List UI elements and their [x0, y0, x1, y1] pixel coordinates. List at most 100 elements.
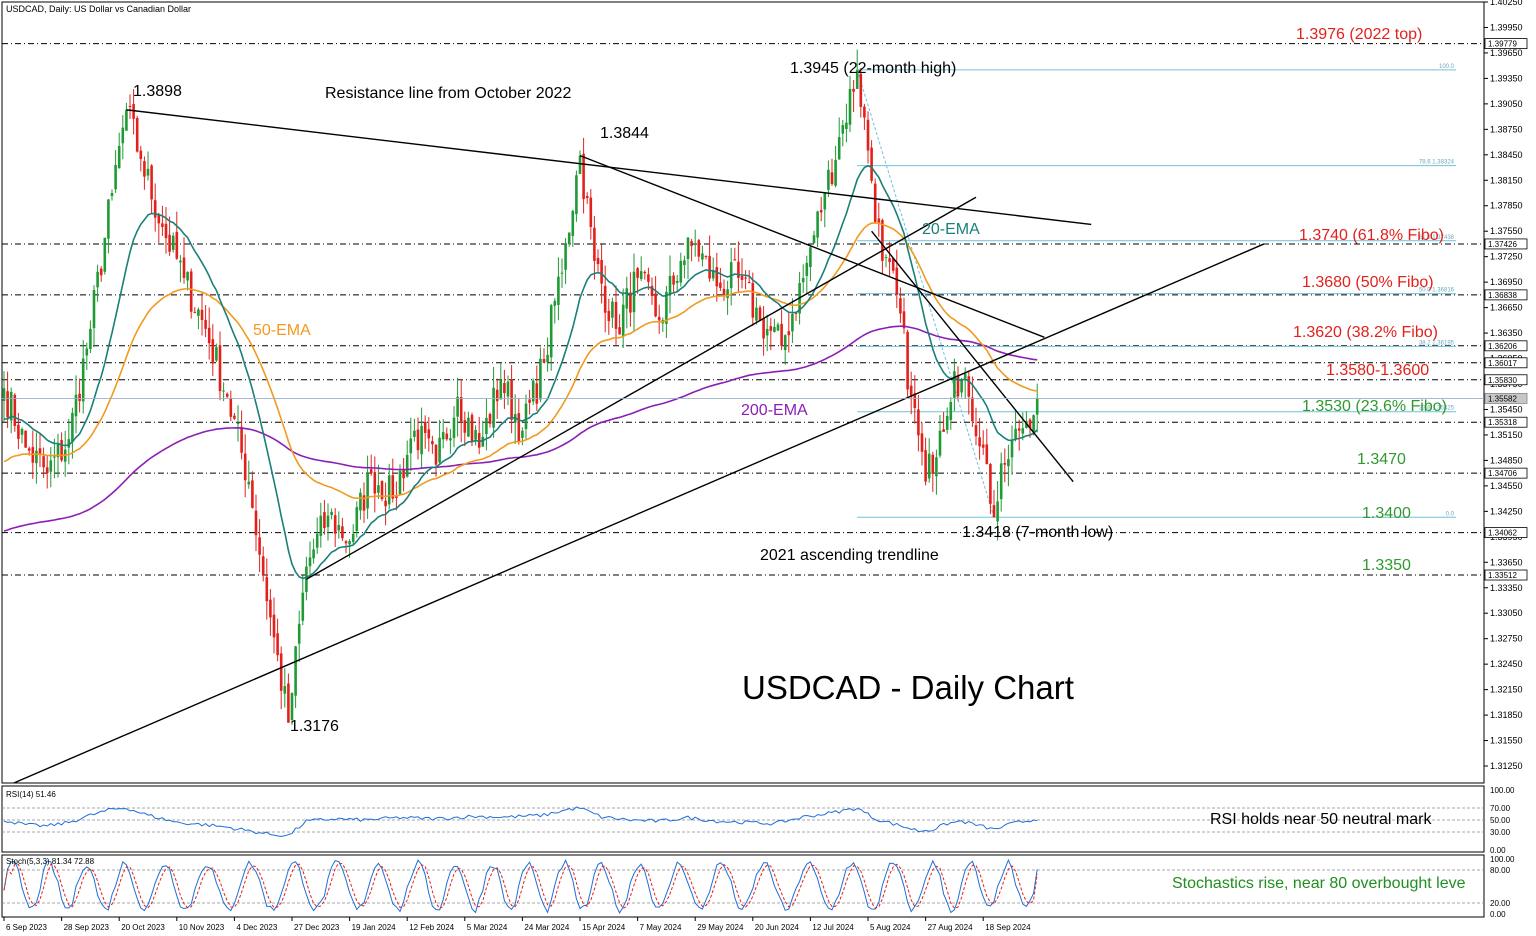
current-price-tag: [1484, 393, 1528, 404]
level-axis-tag: [1484, 416, 1528, 428]
candle-body: [668, 276, 672, 295]
candle-body: [128, 105, 132, 107]
price-tick-label: 1.39950: [1490, 22, 1523, 32]
candle-body: [996, 501, 999, 522]
candle-body: [747, 281, 751, 284]
candle-body: [434, 444, 438, 465]
price-tick-label: 1.31250: [1490, 761, 1523, 771]
candle-body: [945, 415, 949, 430]
candle-body: [341, 526, 344, 539]
price-tick-label: 1.33350: [1490, 583, 1523, 593]
candle-body: [6, 391, 9, 418]
rsi-annotation: RSI holds near 50 neutral mark: [1210, 811, 1432, 828]
candle-body: [423, 421, 427, 433]
ema20-line: [3, 164, 1038, 580]
fibonacci-retracement: 100.0 78.6 1.38324 61.8 1.37438 50.0 1.3681…: [856, 64, 1456, 518]
candle-body: [899, 298, 902, 314]
candle-body: [827, 169, 830, 190]
candle-body: [459, 397, 463, 422]
level-axis-tag: [1484, 340, 1528, 352]
candle-body: [679, 260, 683, 283]
candle-body: [27, 448, 31, 451]
candle-body: [330, 511, 333, 515]
candle-body: [549, 305, 553, 358]
time-tick-label: 4 Dec 2023: [236, 923, 277, 932]
candle-body: [171, 235, 175, 250]
candle-body: [816, 211, 819, 238]
candle-body: [1010, 441, 1014, 458]
candle-body: [218, 345, 222, 392]
candle-body: [801, 277, 805, 283]
time-tick-label: 27 Dec 2023: [294, 923, 340, 932]
candle-body: [906, 331, 909, 390]
candle-body: [985, 444, 989, 465]
annotations: 1.3976 (2022 top) 1.3740 (61.8% Fibo) 1.36…: [133, 26, 1447, 735]
candle-body: [1035, 398, 1039, 415]
candle-body: [571, 210, 575, 236]
candle-body: [697, 240, 701, 257]
candle-body: [819, 210, 823, 213]
time-tick-label: 15 Apr 2024: [582, 923, 626, 932]
candle-body: [56, 444, 60, 458]
candle-body: [636, 268, 639, 278]
time-tick-label: 27 Aug 2024: [928, 923, 973, 932]
candle-body: [715, 267, 719, 287]
fib-diagonal: [856, 69, 995, 518]
candle-body: [927, 453, 931, 479]
candle-body: [603, 285, 607, 313]
candle-body: [711, 270, 715, 279]
level-axis-tag-label: 1.36838: [1488, 291, 1517, 300]
candle-body: [53, 456, 56, 458]
candle-body: [924, 450, 927, 482]
candle-body: [989, 464, 992, 504]
chart-title: USDCAD - Daily Chart: [742, 669, 1074, 706]
candle-body: [380, 480, 384, 500]
rsi-tick-label: 0.00: [1490, 846, 1506, 855]
candle-body: [913, 393, 917, 408]
candle-body: [535, 383, 539, 404]
candle-body: [143, 161, 146, 177]
candle-body: [524, 403, 528, 430]
candle-body: [845, 122, 848, 130]
candle-body: [427, 429, 431, 439]
candle-body: [445, 433, 449, 440]
candle-body: [726, 289, 729, 299]
price-tick-label: 1.35450: [1490, 404, 1523, 414]
current-price-tag-label: 1.35582: [1488, 394, 1517, 403]
candle-body: [953, 371, 956, 398]
candle-body: [877, 218, 881, 223]
candle-body: [895, 267, 899, 295]
candle-body: [89, 328, 92, 350]
candle-body: [629, 292, 632, 313]
candle-body: [1028, 419, 1032, 429]
trendline-2: [306, 196, 977, 580]
candle-body: [791, 313, 794, 332]
trendline-4: [871, 230, 1074, 483]
candle-body: [197, 309, 200, 316]
time-tick-label: 12 Feb 2024: [409, 923, 454, 932]
price-tick-label: 1.37550: [1490, 226, 1523, 236]
candle-body: [168, 234, 171, 252]
chart-header: USDCAD, Daily: US Dollar vs Canadian Dol…: [6, 4, 191, 14]
candle-body: [261, 556, 265, 576]
candle-body: [614, 301, 618, 329]
fib-label-0: 100.0: [1439, 64, 1455, 70]
rsi-pane: 100.00 70.00 50.00 30.00 0.00: [2, 786, 1515, 855]
candle-body: [960, 379, 963, 393]
price-tick-label: 1.31850: [1490, 710, 1523, 720]
candle-body: [470, 414, 474, 441]
candle-body: [722, 288, 726, 296]
candle-body: [506, 381, 510, 397]
candle-body: [675, 280, 679, 283]
fib-label-3: 50.0 1.36816: [1419, 288, 1455, 294]
price-tick-label: 1.32750: [1490, 634, 1523, 644]
candle-body: [978, 437, 981, 447]
fib-label-4: 38.2 1.36195: [1419, 340, 1455, 346]
candle-body: [719, 282, 722, 288]
stoch-signal-line: [3, 862, 1038, 910]
candle-body: [920, 433, 924, 452]
candle-body: [132, 104, 135, 119]
candle-body: [733, 259, 737, 261]
candle-body: [585, 195, 589, 198]
